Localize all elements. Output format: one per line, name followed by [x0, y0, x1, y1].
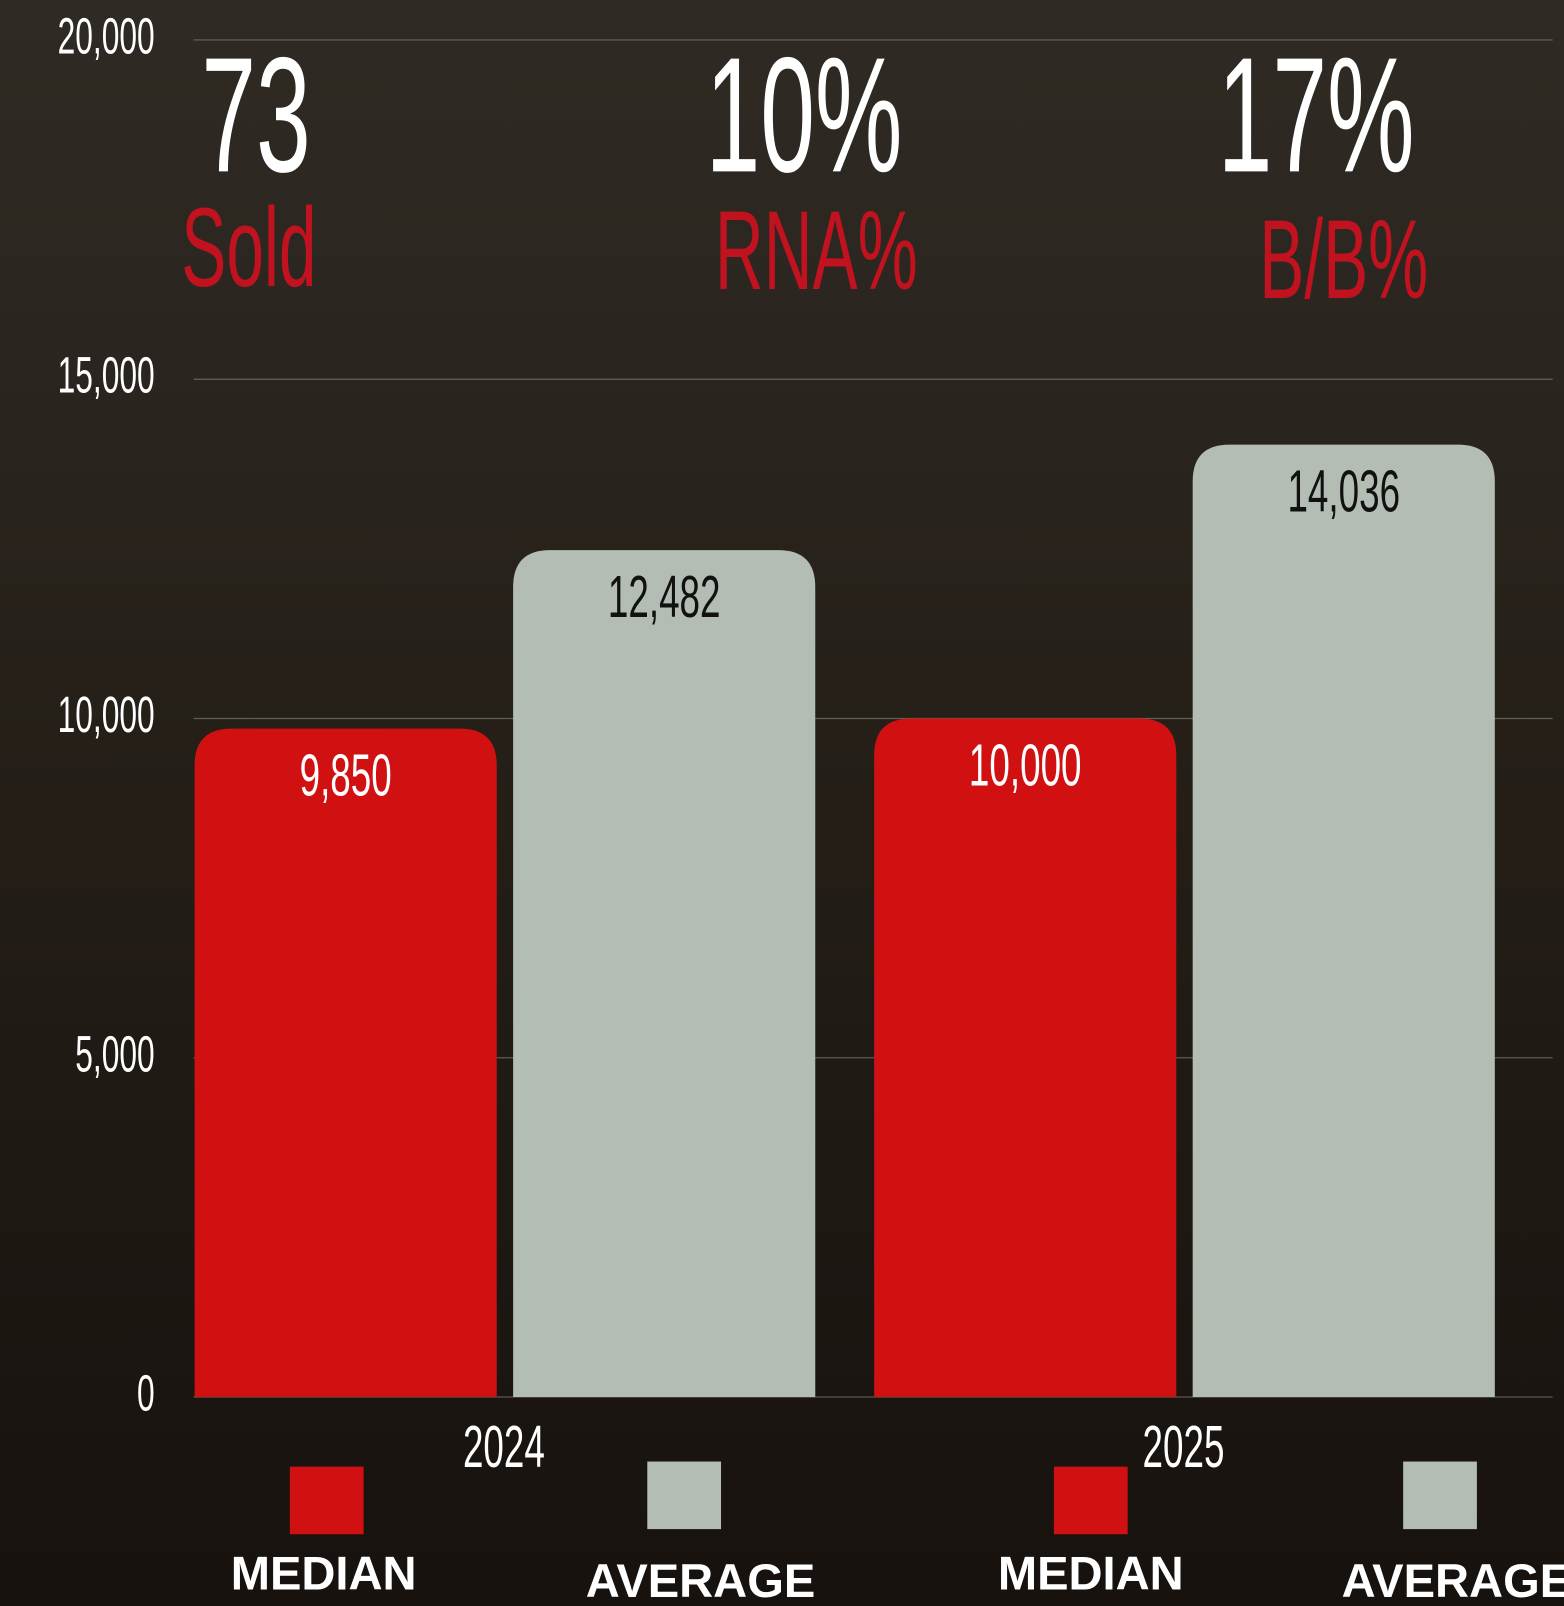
- legend-swatch: [1053, 1466, 1128, 1535]
- legend-label: AVERAGE: [586, 1554, 815, 1606]
- stat-value: 17%: [1218, 23, 1415, 206]
- y-tick-label: 15,000: [58, 347, 155, 405]
- x-tick-label: 2025: [1143, 1414, 1225, 1480]
- bar: [1192, 444, 1495, 1398]
- value-label: 10,000: [969, 733, 1082, 799]
- y-tick-label: 0: [137, 1365, 155, 1423]
- legend-label: MEDIAN: [231, 1547, 417, 1600]
- y-tick-label: 10,000: [58, 686, 155, 744]
- legend-swatch: [647, 1461, 722, 1530]
- plot-root: 0 5,000 10,000 15,000 20,000 9,850 12,482 2024 M…: [58, 8, 1564, 1606]
- bar: [513, 550, 816, 1398]
- value-label: 14,036: [1287, 459, 1400, 525]
- value-label: 9,850: [300, 743, 392, 809]
- stat-value: 73: [201, 23, 310, 206]
- legend-swatch: [289, 1466, 364, 1535]
- legend-swatch: [1403, 1461, 1477, 1530]
- legend-label: AVERAGE: [1342, 1554, 1564, 1606]
- y-tick-label: 20,000: [58, 8, 155, 66]
- x-tick-label: 2024: [463, 1414, 545, 1480]
- bar: [874, 718, 1177, 1398]
- bar: [194, 728, 497, 1398]
- stat-value: 10%: [706, 23, 903, 206]
- value-label: 12,482: [608, 564, 721, 630]
- stat-label: Sold: [181, 184, 316, 310]
- stat-label: B/B%: [1259, 196, 1428, 322]
- y-tick-label: 5,000: [75, 1026, 154, 1084]
- stat-label: RNA%: [715, 187, 918, 313]
- legend-label: MEDIAN: [998, 1547, 1184, 1600]
